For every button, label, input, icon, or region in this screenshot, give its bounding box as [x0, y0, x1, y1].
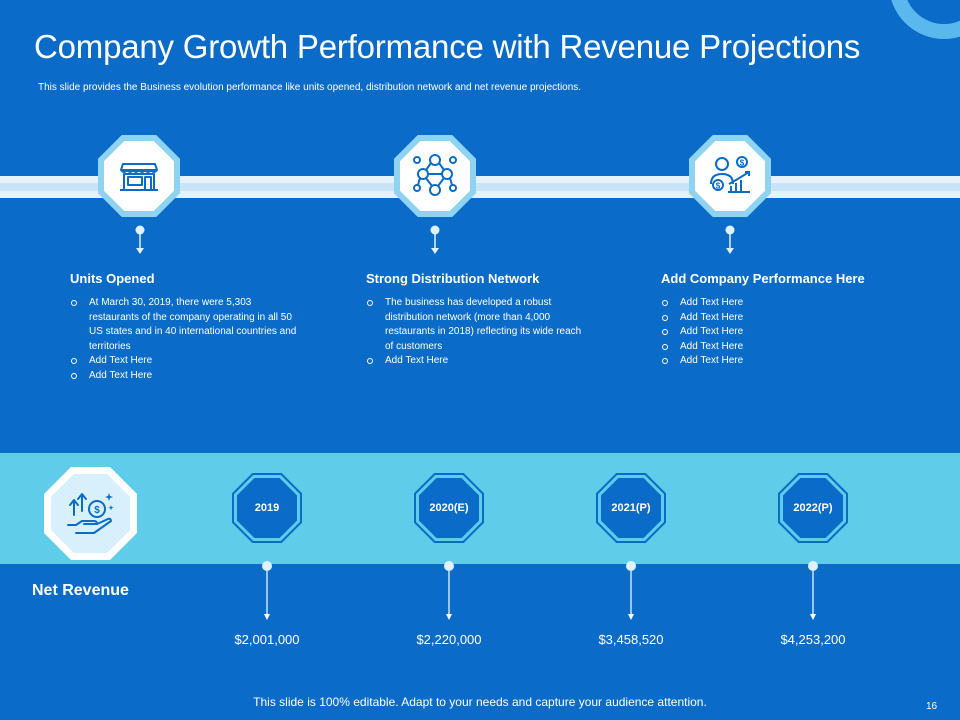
year-badge-2022p: 2022(P)	[778, 473, 848, 543]
bullet-item: Add Text Here	[661, 340, 891, 355]
section-units-opened: Units Opened At March 30, 2019, there we…	[70, 271, 300, 383]
net-revenue-badge: $	[44, 467, 137, 560]
year-badge-2019: 2019	[232, 473, 302, 543]
year-label: 2019	[237, 478, 297, 538]
revenue-amount-2019: $2,001,000	[234, 632, 300, 647]
footer-note: This slide is 100% editable. Adapt to yo…	[253, 695, 707, 709]
decorative-ring	[889, 0, 960, 39]
page-subtitle: This slide provides the Business evoluti…	[38, 82, 582, 93]
section-company-performance: Add Company Performance Here Add Text He…	[661, 271, 891, 369]
connector-pin-2	[430, 225, 440, 254]
distribution-network-badge	[394, 135, 476, 217]
section-title: Strong Distribution Network	[366, 271, 540, 286]
bullet-item: Add Text Here	[366, 354, 588, 369]
net-revenue-label: Net Revenue	[32, 582, 129, 599]
bullet-item: Add Text Here	[70, 369, 300, 384]
connector-pin-1	[135, 225, 145, 254]
year-badge-2020e: 2020(E)	[414, 473, 484, 543]
units-opened-badge	[98, 135, 180, 217]
year-label: 2021(P)	[601, 478, 661, 538]
svg-text:$: $	[740, 159, 745, 168]
svg-text:$: $	[716, 182, 721, 191]
bullet-item: Add Text Here	[661, 325, 891, 340]
svg-text:$: $	[94, 505, 100, 516]
bullet-item: Add Text Here	[661, 354, 891, 369]
year-label: 2020(E)	[419, 478, 479, 538]
timeline-band-stripe	[0, 183, 960, 191]
hand-money-growth-icon: $	[66, 492, 114, 534]
network-people-icon	[413, 154, 457, 196]
company-performance-badge: $ $	[689, 135, 771, 217]
revenue-connector-2	[444, 561, 454, 620]
bullet-list: The business has developed a robust dist…	[366, 296, 588, 369]
connector-pin-3	[725, 225, 735, 254]
bullet-list: Add Text Here Add Text Here Add Text Her…	[661, 296, 891, 369]
revenue-amount-2022p: $4,253,200	[780, 632, 846, 647]
year-label: 2022(P)	[783, 478, 843, 538]
section-distribution-network: Strong Distribution Network The business…	[366, 271, 588, 369]
bullet-list: At March 30, 2019, there were 5,303 rest…	[70, 296, 300, 383]
revenue-connector-4	[808, 561, 818, 620]
revenue-amount-2021p: $3,458,520	[598, 632, 664, 647]
bullet-item: The business has developed a robust dist…	[366, 296, 588, 354]
storefront-icon	[120, 163, 158, 191]
performance-growth-icon: $ $	[710, 156, 750, 193]
bullet-item: At March 30, 2019, there were 5,303 rest…	[70, 296, 300, 354]
section-title: Units Opened	[70, 271, 155, 286]
section-title: Add Company Performance Here	[661, 271, 865, 286]
bullet-item: Add Text Here	[661, 296, 891, 311]
page-number: 16	[926, 701, 938, 712]
bullet-item: Add Text Here	[661, 311, 891, 326]
revenue-connector-3	[626, 561, 636, 620]
year-badge-2021p: 2021(P)	[596, 473, 666, 543]
page-title: Company Growth Performance with Revenue …	[34, 28, 861, 65]
revenue-amount-2020e: $2,220,000	[416, 632, 482, 647]
revenue-connector-1	[262, 561, 272, 620]
bullet-item: Add Text Here	[70, 354, 300, 369]
